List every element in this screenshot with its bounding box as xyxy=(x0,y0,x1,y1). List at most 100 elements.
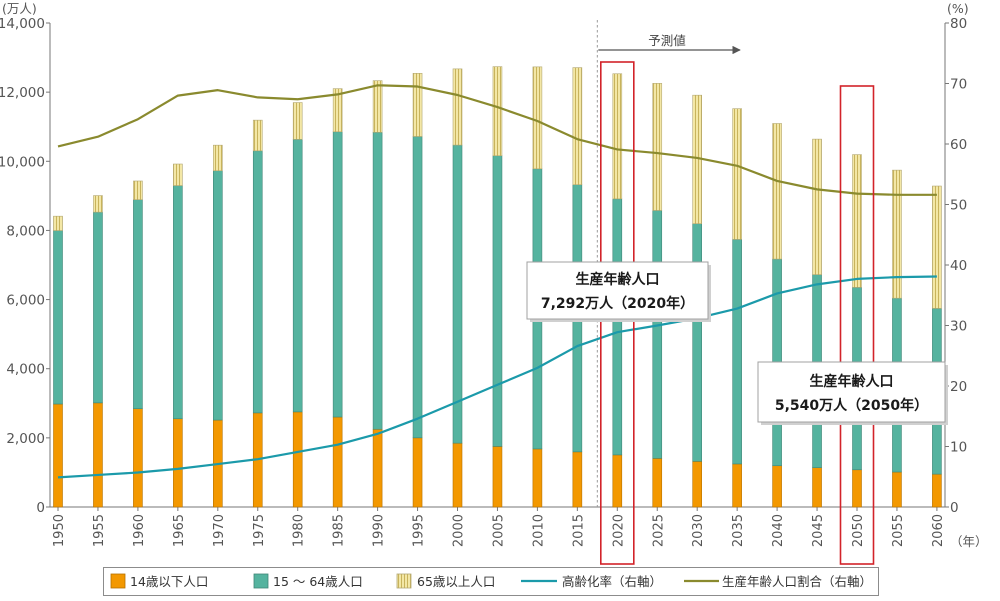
left-axis-tick-label: 12,000 xyxy=(0,85,45,101)
left-axis-tick-label: 14,000 xyxy=(0,16,45,32)
bar-age-0-14-2045 xyxy=(812,467,822,508)
bar-age-15-64-1955 xyxy=(93,211,103,404)
bar-age-65-plus-2025 xyxy=(652,83,663,211)
bar-age-15-64-1975 xyxy=(252,150,263,414)
left-axis-tick-label: 2,000 xyxy=(6,431,45,447)
bar-age-65-plus-1990 xyxy=(372,80,383,133)
x-axis-tick-label: 2045 xyxy=(811,514,826,547)
bar-age-0-14-1985 xyxy=(332,416,343,508)
bar-age-15-64-1965 xyxy=(173,185,183,420)
bar-age-15-64-1970 xyxy=(213,170,223,421)
bar-age-0-14-1950 xyxy=(53,403,63,508)
bar-age-0-14-1965 xyxy=(173,418,183,508)
legend-label-age-15-64: 15 ～ 64歳人口 xyxy=(273,574,363,589)
bar-age-65-plus-2045 xyxy=(812,138,822,275)
bar-age-65-plus-1950 xyxy=(53,215,63,231)
callout-box xyxy=(526,261,709,320)
bar-age-0-14-2035 xyxy=(732,463,742,508)
callout-value: 7,292万人（2020年） xyxy=(541,295,694,312)
x-axis-tick-label: 1975 xyxy=(252,514,267,547)
right-axis-unit: (%) xyxy=(947,1,969,16)
left-axis-tick-label: 4,000 xyxy=(6,362,45,378)
legend-swatch-age-65-plus xyxy=(396,573,412,589)
bar-age-15-64-1960 xyxy=(133,199,143,410)
forecast-label: 予測値 xyxy=(648,33,686,48)
legend-label-age-65-plus: 65歳以上人口 xyxy=(417,574,495,589)
bar-age-65-plus-1985 xyxy=(332,88,343,133)
right-axis-tick-label: 10 xyxy=(950,440,967,456)
x-axis-labels: 1950 1955 1960 1965 1970 1975 1980 1985 1990 1995… xyxy=(52,514,946,547)
bar-age-0-14-2005 xyxy=(492,446,503,508)
x-axis-tick-label: 1970 xyxy=(212,514,227,547)
x-axis-tick-label: 2000 xyxy=(452,514,467,547)
x-axis-tick-label: 2025 xyxy=(651,514,666,547)
bar-age-65-plus-2010 xyxy=(532,66,543,170)
bar-age-65-plus-1975 xyxy=(252,119,263,152)
x-axis-tick-label: 2040 xyxy=(771,514,786,547)
bar-age-0-14-2060 xyxy=(932,473,942,508)
callout-title: 生産年齢人口 xyxy=(810,373,894,390)
x-axis-tick-label: 1985 xyxy=(332,514,347,547)
left-axis-tick-label: 6,000 xyxy=(6,293,45,309)
left-axis-tick-label: 0 xyxy=(36,500,45,516)
bar-age-65-plus-2015 xyxy=(572,67,583,185)
bar-age-65-plus-2060 xyxy=(932,185,942,309)
bar-age-65-plus-1960 xyxy=(133,180,143,200)
bar-age-0-14-2000 xyxy=(452,442,463,508)
bar-age-15-64-2000 xyxy=(452,144,463,444)
callout-value: 5,540万人（2050年） xyxy=(775,397,928,414)
bar-age-15-64-1995 xyxy=(412,136,423,439)
x-axis-tick-label: 2015 xyxy=(571,514,586,547)
bar-age-0-14-2025 xyxy=(652,458,663,508)
bar-age-15-64-2020 xyxy=(612,198,623,456)
bar-age-0-14-1980 xyxy=(292,411,303,508)
x-axis-tick-label: 2055 xyxy=(891,514,906,547)
legend-label-working-age-ratio: 生産年齢人口割合（右軸） xyxy=(722,574,872,589)
ratio-lines xyxy=(57,84,937,479)
bar-age-0-14-1990 xyxy=(372,428,383,508)
right-axis-tick-label: 30 xyxy=(950,319,967,335)
bar-age-0-14-2055 xyxy=(892,471,902,508)
bar-age-15-64-1950 xyxy=(53,230,63,405)
legend-label-aging-rate: 高齢化率（右軸） xyxy=(562,574,662,589)
x-axis-tick-label: 1995 xyxy=(412,514,427,547)
x-axis-tick-label: 2030 xyxy=(691,514,706,547)
bar-age-65-plus-1980 xyxy=(292,102,303,140)
callout-box xyxy=(757,361,946,423)
line-working-age-ratio xyxy=(57,84,937,196)
bar-age-15-64-2025 xyxy=(652,210,663,459)
bar-age-0-14-2040 xyxy=(772,465,782,508)
x-axis-tick-label: 1980 xyxy=(292,514,307,547)
x-axis-tick-label: 1965 xyxy=(172,514,187,547)
x-axis-tick-label: 2050 xyxy=(851,514,866,547)
x-axis-tick-label: 1950 xyxy=(52,514,67,547)
x-axis-unit: （年） xyxy=(950,534,988,549)
line-aging-rate xyxy=(57,275,937,479)
bar-age-0-14-2010 xyxy=(532,448,543,508)
highlight-box-2050 xyxy=(839,85,875,565)
x-axis-tick-label: 2010 xyxy=(531,514,546,547)
bar-age-15-64-2005 xyxy=(492,155,503,447)
bar-age-65-plus-2000 xyxy=(452,68,463,146)
bar-age-65-plus-2005 xyxy=(492,66,503,157)
x-axis-tick-label: 1955 xyxy=(92,514,107,547)
bar-age-0-14-1955 xyxy=(93,402,103,508)
left-axis-tick-label: 8,000 xyxy=(6,223,45,239)
bar-age-65-plus-2055 xyxy=(892,169,902,299)
callout-2050: 生産年齢人口 5,540万人（2050年） xyxy=(757,361,948,425)
bar-age-65-plus-1995 xyxy=(412,73,423,137)
bar-age-15-64-2035 xyxy=(732,239,742,465)
legend: 14歳以下人口 15 ～ 64歳人口 65歳以上人口 高齢化率（右軸） 生産年齢… xyxy=(103,567,879,596)
x-axis-tick-label: 2020 xyxy=(611,514,626,547)
right-axis-tick-label: 40 xyxy=(950,258,967,274)
right-axis-tick-label: 20 xyxy=(950,379,967,395)
bar-age-0-14-1960 xyxy=(133,408,143,508)
right-axis-tick-label: 0 xyxy=(950,500,959,516)
right-axis-tick-label: 50 xyxy=(950,198,967,214)
bar-age-65-plus-2035 xyxy=(732,108,742,240)
x-axis-tick-label: 1990 xyxy=(372,514,387,547)
x-axis-tick-label: 2035 xyxy=(731,514,746,547)
legend-label-age-0-14: 14歳以下人口 xyxy=(130,574,208,589)
bar-age-15-64-1985 xyxy=(332,131,343,418)
